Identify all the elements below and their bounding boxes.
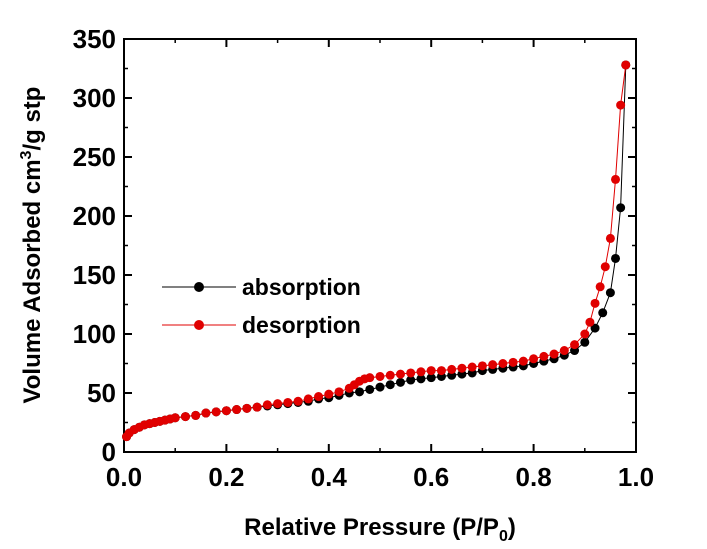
x-axis-title-sub: 0 (499, 528, 508, 545)
data-point-desorption (600, 262, 610, 272)
y-tick-label: 350 (73, 24, 116, 54)
x-tick-label: 0.2 (208, 462, 244, 492)
legend-marker-desorption (194, 320, 204, 330)
data-point-absorption (406, 375, 416, 385)
legend: absorption desorption (162, 274, 361, 338)
data-point-absorption (375, 382, 385, 392)
data-point-absorption (616, 203, 626, 213)
axis-ticks (123, 38, 637, 453)
data-point-desorption (211, 407, 221, 417)
data-point-absorption (385, 380, 395, 390)
data-point-desorption (488, 360, 498, 370)
y-axis-title-main: Volume Adsorbed cm (19, 159, 46, 403)
data-point-desorption (621, 60, 631, 70)
data-point-desorption (191, 410, 201, 420)
data-point-desorption (221, 406, 231, 416)
data-point-desorption (595, 282, 605, 292)
data-point-desorption (365, 373, 375, 383)
y-tick-label: 150 (73, 260, 116, 290)
data-point-absorption (611, 253, 621, 263)
data-point-absorption (395, 377, 405, 387)
data-point-desorption (252, 402, 262, 412)
data-point-desorption (508, 357, 518, 367)
data-point-desorption (416, 367, 426, 377)
data-point-desorption (570, 340, 580, 350)
data-point-desorption (616, 100, 626, 110)
data-point-desorption (539, 351, 549, 361)
x-axis-title-end: ) (508, 514, 516, 541)
y-tick-label: 100 (73, 319, 116, 349)
data-point-desorption (529, 354, 539, 364)
data-point-desorption (375, 371, 385, 381)
data-point-desorption (314, 392, 324, 402)
data-point-desorption (273, 399, 283, 409)
data-point-desorption (447, 364, 457, 374)
data-point-desorption (585, 317, 595, 327)
data-point-desorption (559, 346, 569, 356)
data-point-desorption (385, 370, 395, 380)
x-axis-title-main: Relative Pressure (P/P (244, 514, 499, 541)
data-point-desorption (395, 369, 405, 379)
data-point-absorption (598, 308, 608, 318)
data-point-desorption (180, 412, 190, 422)
series-lines (126, 64, 627, 437)
data-point-desorption (549, 349, 559, 359)
data-point-desorption (518, 356, 528, 366)
x-tick-label: 0.0 (106, 462, 142, 492)
data-point-absorption (580, 337, 590, 347)
data-point-desorption (303, 394, 313, 404)
data-point-desorption (467, 362, 477, 372)
x-tick-label: 0.8 (516, 462, 552, 492)
data-point-desorption (170, 413, 180, 423)
data-point-absorption (605, 288, 615, 298)
series-line-desorption (126, 64, 627, 437)
data-point-desorption (477, 361, 487, 371)
data-point-desorption (426, 366, 436, 376)
x-axis-title: Relative Pressure (P/P0) (244, 514, 516, 545)
data-point-desorption (406, 368, 416, 378)
x-tick-label: 0.6 (413, 462, 449, 492)
data-point-desorption (590, 298, 600, 308)
legend-label-desorption: desorption (242, 312, 361, 338)
series-line-absorption (126, 64, 627, 437)
series-points (122, 60, 631, 442)
legend-label-absorption: absorption (242, 274, 361, 300)
data-point-desorption (580, 329, 590, 339)
legend-marker-absorption (194, 282, 204, 292)
y-axis-title-sup: 3 (18, 150, 35, 159)
data-point-desorption (283, 397, 293, 407)
data-point-desorption (324, 389, 334, 399)
data-point-desorption (457, 363, 467, 373)
data-point-absorption (590, 323, 600, 333)
y-axis-title-end: /g stp (19, 87, 46, 151)
y-tick-label: 200 (73, 201, 116, 231)
data-point-absorption (416, 374, 426, 384)
data-point-desorption (201, 408, 211, 418)
data-point-absorption (355, 387, 365, 397)
data-point-desorption (498, 359, 508, 368)
data-point-desorption (232, 405, 242, 415)
y-tick-label: 0 (102, 437, 116, 467)
data-point-absorption (426, 373, 436, 383)
x-tick-label: 0.4 (311, 462, 348, 492)
data-point-desorption (262, 400, 272, 410)
y-tick-label: 250 (73, 142, 116, 172)
data-point-desorption (242, 403, 252, 413)
data-point-absorption (365, 384, 375, 394)
data-point-desorption (293, 396, 303, 406)
y-tick-label: 50 (87, 378, 116, 408)
data-point-desorption (334, 387, 344, 397)
data-point-desorption (436, 366, 446, 376)
data-point-desorption (611, 174, 621, 184)
y-tick-label: 300 (73, 83, 116, 113)
tick-labels: 0.0 0.2 0.4 0.6 0.8 1.0 0 50 100 150 200 250 300 350 (73, 24, 654, 492)
x-tick-label: 1.0 (618, 462, 654, 492)
data-point-desorption (605, 233, 615, 243)
y-axis-title: Volume Adsorbed cm3/g stp (18, 87, 46, 404)
